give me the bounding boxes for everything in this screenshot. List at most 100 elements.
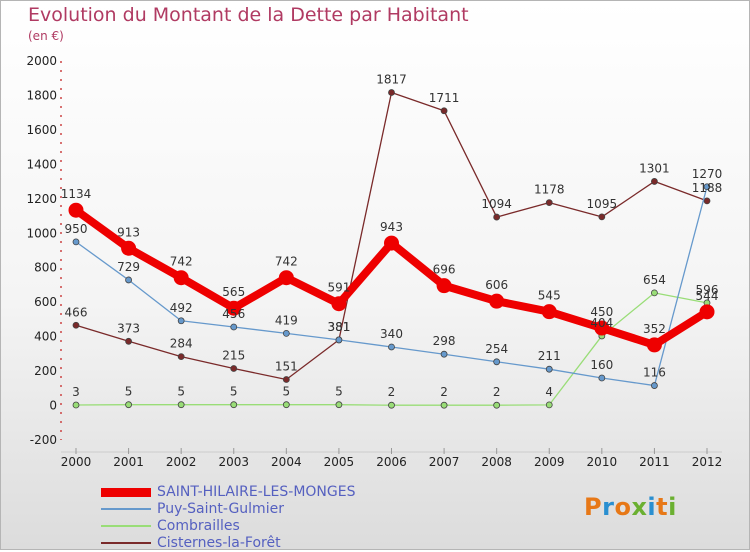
x-tick-label: 2009 (534, 455, 565, 469)
data-point (177, 401, 185, 409)
legend-swatch (101, 525, 151, 527)
x-tick-label: 2006 (376, 455, 407, 469)
data-point (335, 336, 343, 344)
data-point (177, 353, 185, 361)
data-point (384, 235, 399, 251)
data-point (282, 329, 290, 337)
data-point (545, 199, 553, 207)
data-label: 5 (335, 385, 343, 399)
y-tick-label: 2000 (26, 54, 57, 68)
data-label: 2 (440, 385, 448, 399)
legend-label: Combrailles (157, 518, 240, 534)
x-tick-label: 2004 (271, 455, 302, 469)
data-label: 116 (643, 366, 666, 380)
logo-letter: o (614, 493, 632, 521)
data-label: 1711 (429, 91, 460, 105)
data-point (388, 343, 395, 351)
x-tick-label: 2005 (324, 455, 355, 469)
data-point (230, 323, 238, 331)
data-label: 2 (388, 385, 396, 399)
data-label: 544 (696, 289, 719, 303)
data-label: 729 (117, 260, 140, 274)
data-point (173, 270, 189, 286)
x-tick-label: 2010 (587, 455, 618, 469)
y-tick-label: -200 (30, 433, 57, 447)
data-point (493, 213, 501, 221)
data-point (651, 289, 658, 297)
data-point (121, 240, 137, 256)
x-tick-label: 2007 (429, 455, 460, 469)
data-label: 4 (545, 385, 553, 399)
data-point (440, 401, 448, 409)
logo-letter: t (656, 493, 669, 521)
data-label: 151 (275, 360, 298, 374)
data-label: 211 (538, 349, 561, 363)
data-label: 596 (696, 283, 719, 297)
x-tick-label: 2008 (481, 455, 512, 469)
data-point (493, 358, 501, 366)
data-point (72, 238, 80, 246)
data-point (493, 401, 501, 409)
series-line (75, 186, 708, 387)
data-label: 1188 (692, 181, 723, 195)
y-tick-label: 1400 (26, 157, 57, 171)
data-label: 565 (222, 285, 245, 299)
x-tick-label: 2000 (61, 455, 92, 469)
data-point (703, 197, 711, 205)
data-label: 3 (72, 385, 80, 399)
data-label: 284 (170, 337, 193, 351)
data-label: 1095 (587, 197, 618, 211)
data-point (541, 304, 557, 320)
data-point (230, 365, 238, 372)
x-tick-label: 2002 (166, 455, 197, 469)
data-point (72, 401, 80, 409)
data-point (125, 337, 132, 345)
data-point (598, 374, 606, 382)
data-point (230, 401, 238, 409)
data-point (545, 365, 553, 373)
logo-letter: r (602, 493, 615, 521)
data-point (125, 276, 132, 284)
y-tick-label: 200 (34, 364, 57, 378)
logo-letter: i (668, 493, 677, 521)
logo-letter: P (584, 493, 603, 521)
data-label: 352 (643, 322, 666, 336)
data-point (388, 89, 395, 96)
x-tick-label: 2001 (113, 455, 144, 469)
y-tick-label: 600 (34, 295, 57, 309)
proxiti-logo: Proxiti (584, 493, 677, 521)
data-point (646, 337, 662, 353)
y-tick-label: 400 (34, 330, 57, 344)
y-tick-label: 1000 (26, 226, 57, 240)
logo-letter: x (631, 493, 648, 521)
legend-swatch (101, 508, 151, 510)
data-label: 913 (117, 225, 140, 239)
data-point (68, 202, 84, 218)
data-label: 1094 (481, 197, 512, 211)
y-tick-label: 0 (49, 399, 57, 413)
data-label: 943 (380, 220, 403, 234)
data-point (703, 183, 711, 191)
data-point (598, 213, 606, 221)
data-point (489, 293, 505, 309)
data-label: 1301 (639, 161, 670, 175)
data-point (440, 350, 448, 358)
data-point (282, 401, 290, 409)
legend-label: Puy-Saint-Gulmier (157, 501, 284, 517)
data-point (177, 317, 185, 325)
data-label: 340 (380, 327, 403, 341)
data-point (436, 278, 452, 294)
data-label: 742 (275, 255, 298, 269)
data-label: 254 (485, 342, 508, 356)
chart-title: Evolution du Montant de la Dette par Hab… (28, 4, 469, 26)
data-label: 456 (222, 307, 245, 321)
data-label: 381 (327, 320, 350, 334)
data-label: 1270 (692, 167, 723, 181)
data-label: 492 (170, 301, 193, 315)
data-point (388, 401, 395, 409)
chart-unit-label: (en €) (28, 29, 64, 43)
data-label: 160 (590, 358, 613, 372)
legend-swatch (101, 542, 151, 544)
data-point (651, 178, 658, 185)
